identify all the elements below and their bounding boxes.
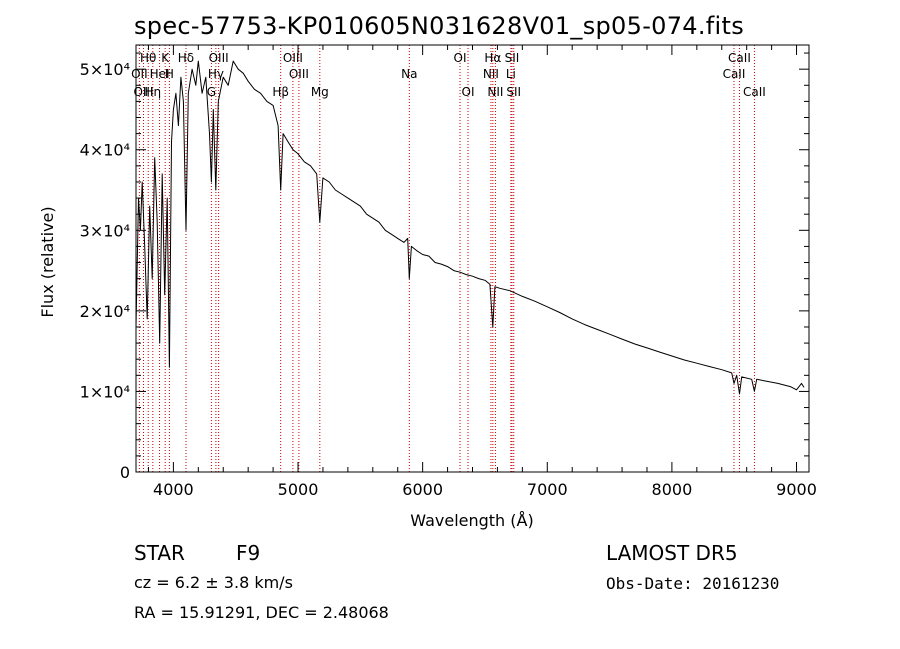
y-tick-label-5: 5×10⁴ <box>80 60 130 79</box>
line-label-16: OI <box>454 51 467 65</box>
observation-date: Obs-Date: 20161230 <box>606 574 780 593</box>
line-label-21: SII <box>505 51 520 65</box>
x-tick-label-0: 4000 <box>153 480 194 499</box>
x-tick-label-1: 5000 <box>278 480 319 499</box>
line-label-13: OIII <box>289 67 309 81</box>
y-tick-label-1: 1×10⁴ <box>80 382 130 401</box>
line-label-14: Mg <box>311 85 329 99</box>
line-label-8: G <box>207 85 216 99</box>
redshift-velocity: cz = 6.2 ± 3.8 km/s <box>134 573 293 592</box>
line-label-19: NII <box>483 67 499 81</box>
y-tick-label-4: 4×10⁴ <box>80 141 130 160</box>
spectrum-line-0 <box>135 60 805 395</box>
y-axis-label: Flux (relative) <box>38 206 57 318</box>
x-axis-label: Wavelength (Å) <box>410 511 534 530</box>
line-label-3: OIII <box>133 85 153 99</box>
y-tick-label-0: 0 <box>120 463 130 482</box>
plot-frame <box>135 44 810 473</box>
survey-name: LAMOST DR5 <box>606 541 738 565</box>
y-tick-label-3: 3×10⁴ <box>80 221 130 240</box>
x-tick-label-5: 9000 <box>776 480 817 499</box>
x-tick-label-2: 6000 <box>402 480 443 499</box>
x-tick-label-4: 8000 <box>652 480 693 499</box>
line-label-7: Hδ <box>178 51 194 65</box>
coordinates: RA = 15.91291, DEC = 2.48068 <box>134 603 389 622</box>
line-label-22: Li <box>506 67 516 81</box>
line-label-2: HeI <box>150 67 170 81</box>
line-label-26: CaII <box>743 85 766 99</box>
object-class: STAR <box>134 541 185 565</box>
line-label-0: Hθ <box>140 51 156 65</box>
chart-title: spec-57753-KP010605N031628V01_sp05-074.f… <box>134 12 745 40</box>
line-label-20: NII <box>487 85 503 99</box>
line-label-24: CaII <box>728 51 751 65</box>
line-label-23: SII <box>506 85 521 99</box>
object-subclass: F9 <box>236 541 261 565</box>
line-label-5: K <box>161 51 170 65</box>
line-label-15: Na <box>401 67 417 81</box>
line-label-18: Hα <box>484 51 501 65</box>
line-label-25: CaII <box>723 67 746 81</box>
line-label-10: Hγ <box>208 67 224 81</box>
line-label-17: OI <box>462 85 475 99</box>
line-label-4: Hη <box>145 85 162 99</box>
line-label-6: H <box>165 67 174 81</box>
y-tick-label-2: 2×10⁴ <box>80 302 130 321</box>
x-tick-label-3: 7000 <box>527 480 568 499</box>
line-label-12: OIII <box>283 51 303 65</box>
line-label-1: OII <box>131 67 148 81</box>
line-label-11: Hβ <box>272 85 289 99</box>
line-label-9: OIII <box>209 51 229 65</box>
